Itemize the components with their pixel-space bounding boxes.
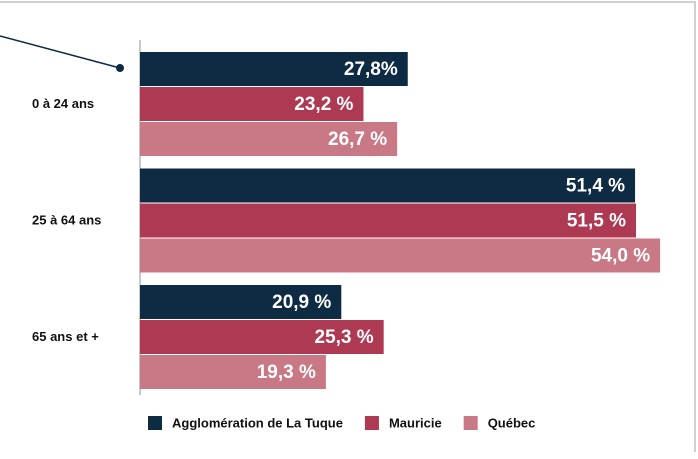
legend-label: Agglomération de La Tuque	[172, 415, 343, 430]
frame	[0, 1, 696, 452]
bar	[140, 203, 637, 238]
pointer-dot	[116, 64, 124, 72]
bar	[140, 87, 364, 121]
bar	[140, 122, 398, 156]
legend-swatch	[364, 416, 379, 430]
legend-swatch	[463, 416, 478, 430]
category-label: 0 à 24 ans	[32, 96, 94, 111]
bar	[140, 238, 661, 273]
value-label: 23,2 %	[294, 94, 353, 115]
value-label: 20,9 %	[272, 292, 331, 313]
value-label: 51,4 %	[566, 176, 625, 197]
legend-swatch	[148, 416, 162, 430]
bar	[140, 52, 408, 86]
bar	[140, 168, 636, 203]
bar	[140, 355, 326, 389]
pointer-line	[0, 35, 121, 69]
value-label: 54,0 %	[591, 246, 650, 267]
category-label: 25 à 64 ans	[32, 212, 101, 227]
value-label: 25,3 %	[315, 327, 374, 348]
bar	[140, 320, 384, 354]
legend-label: Mauricie	[389, 415, 442, 430]
bar	[140, 285, 342, 319]
value-label: 26,7 %	[328, 129, 387, 150]
value-label: 27,8%	[344, 59, 398, 80]
value-label: 51,5 %	[567, 211, 626, 232]
category-label: 65 ans et +	[32, 329, 99, 344]
value-label: 19,3 %	[257, 362, 316, 383]
legend-label: Québec	[488, 415, 536, 430]
